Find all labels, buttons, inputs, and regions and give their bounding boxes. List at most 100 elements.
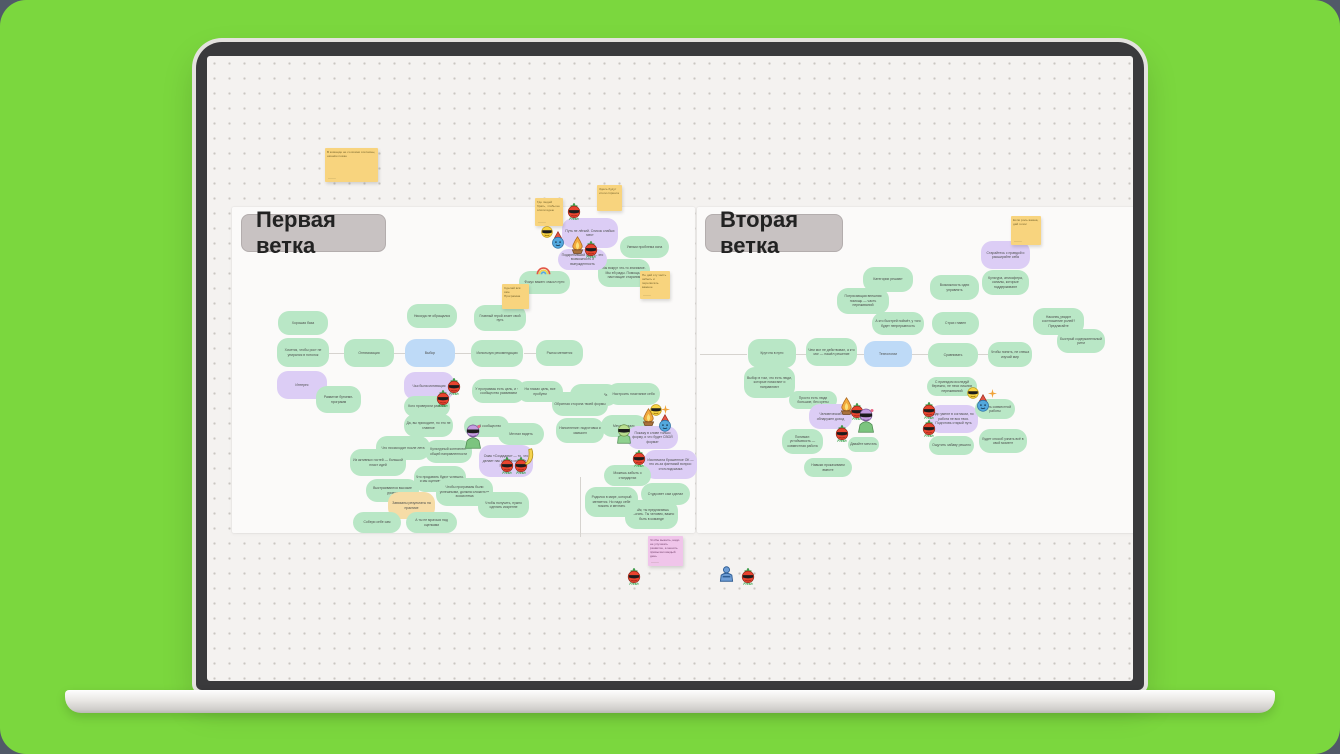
tomato-sticker[interactable]: Fresh: [514, 457, 528, 475]
whiteboard-canvas[interactable]: Первая ветка Вторая ветка В команде не с…: [207, 56, 1133, 681]
party-sticker[interactable]: [551, 231, 565, 249]
tomato-sticker[interactable]: Fresh: [632, 450, 646, 468]
mindmap-note[interactable]: Развитие буткемп-программ: [316, 386, 361, 413]
smiley-sticker[interactable]: [650, 404, 662, 416]
mindmap-note[interactable]: Быстрый содержательный ритм: [1057, 329, 1105, 353]
smiley-sticker[interactable]: [541, 226, 553, 238]
mindmap-note[interactable]: Понимал: устойчивость — совместная работ…: [782, 429, 823, 454]
sticky-note[interactable]: Сделай всё сам. Программа: [502, 284, 529, 309]
party-sticker[interactable]: [976, 394, 990, 412]
mindmap-note[interactable]: Настроить почитание себя: [607, 383, 660, 405]
mindmap-note[interactable]: Культурный контингент общей направленнос…: [425, 440, 472, 463]
sticky-note[interactable]: Здесь будут итоги спринта: [597, 185, 622, 211]
note-text: Радость совместной работы: [978, 404, 1012, 413]
sticky-note[interactable]: Чтобы выжить, надо не улучшать развитие,…: [648, 536, 683, 566]
mindmap-note[interactable]: А ты не мрачься над оценками: [406, 512, 457, 533]
mindmap-note[interactable]: Давайте мечтать: [848, 437, 879, 452]
mindmap-note[interactable]: Культура, атмосфера, каналы, которые под…: [982, 270, 1029, 295]
note-text: Возможность идеи управлять: [939, 283, 970, 292]
banana-sticker[interactable]: [524, 448, 535, 466]
mindmap-note[interactable]: Главный герой знает свой путь: [474, 305, 526, 331]
mindmap-note[interactable]: Страх главен: [932, 312, 979, 335]
mindmap-note[interactable]: Сравнивать: [928, 343, 978, 367]
mindmap-note[interactable]: Использую рекомендации: [471, 340, 523, 367]
sticker-label: Fresh: [502, 471, 512, 475]
tomato-sticker[interactable]: Fresh: [922, 420, 936, 438]
tomato-sticker[interactable]: Fresh: [741, 568, 755, 586]
mindmap-note[interactable]: Выбор: [405, 339, 455, 367]
note-text: На глазах цель, все пробуем: [524, 387, 556, 396]
mindmap-note[interactable]: Можешь забыть о стандартах: [604, 465, 651, 486]
tomato-sticker[interactable]: Fresh: [627, 568, 641, 586]
mindmap-note[interactable]: Чем мог не действовал, а кто мог — нашёл…: [806, 338, 857, 366]
mindmap-note[interactable]: Наполнение: подготовка и замысел: [556, 418, 604, 443]
tomato-sticker[interactable]: Fresh: [436, 390, 450, 408]
mindmap-note[interactable]: Обратная сторона твоей формы: [552, 392, 608, 416]
tomato-sticker[interactable]: Fresh: [500, 457, 514, 475]
char-purple-sticker[interactable]: [464, 424, 482, 450]
sticker-label: Fresh: [438, 404, 448, 408]
sticky-note[interactable]: В команде не со всеми согласны, начнём п…: [325, 148, 378, 182]
tomato-sticker[interactable]: Fresh: [584, 241, 598, 259]
note-text: Интерес: [295, 382, 309, 387]
mindmap-note[interactable]: Родился в мире, который меняется. Но над…: [585, 487, 638, 517]
char-green-sticker[interactable]: [616, 424, 632, 444]
mindmap-note[interactable]: Фокус важен: смысл пути: [519, 271, 570, 294]
mindmap-note[interactable]: Выбор в том, что есть люди, которые помо…: [744, 367, 795, 398]
mindmap-note[interactable]: Покажу в слове только форму, и что будет…: [627, 426, 678, 449]
mindmap-note[interactable]: Хорошая база: [278, 311, 328, 335]
sparkle-sticker[interactable]: [988, 389, 997, 398]
mindmap-note[interactable]: Студсовет сам сделал: [641, 483, 690, 505]
mindmap-note[interactable]: Навыки прокачиваем вместе: [804, 458, 852, 477]
note-text: Хочется, чтобы рост не упирался в потоло…: [284, 348, 322, 357]
mindmap-note[interactable]: Крутота в пути: [748, 339, 796, 368]
mindmap-note[interactable]: Дар умеют в согласии, но работа не вся т…: [929, 405, 978, 433]
mindmap-note[interactable]: Категории решают: [863, 267, 913, 292]
mindmap-note[interactable]: Потрясающая внешняя помощь — часть переж…: [837, 288, 889, 314]
mindmap-note[interactable]: У программы есть цель, и мы сообщество р…: [472, 379, 525, 403]
mindmap-note[interactable]: Возможность идеи управлять: [930, 275, 979, 300]
campfire-sticker[interactable]: [641, 408, 656, 427]
campfire-sticker[interactable]: [839, 397, 854, 416]
mindmap-note[interactable]: С приездом исследуй бережно, не неси лиш…: [927, 377, 977, 396]
mindmap-note[interactable]: Собери себе сам: [353, 512, 401, 533]
mindmap-note[interactable]: Будет способ узнать всё в свой момент: [979, 429, 1027, 453]
sticky-note[interactable]: Если роль важна, дай голос ———: [1011, 216, 1041, 245]
mindmap-note[interactable]: Технологии: [864, 341, 912, 367]
note-text: Никогда не обращался: [413, 313, 451, 318]
mindmap-note[interactable]: Ощутить забаву решило: [929, 436, 974, 455]
note-text: Выбор в том, что есть люди, которые помо…: [747, 375, 792, 389]
sparkle-sticker[interactable]: [661, 405, 670, 414]
mindmap-note[interactable]: Умным проблема ясна: [620, 236, 669, 258]
mindmap-note[interactable]: На глазах цель, все пробуем: [517, 381, 563, 402]
mindmap-note[interactable]: Из активных гостей — большой пласт идей: [350, 449, 406, 476]
collaborator-avatar[interactable]: [718, 566, 735, 582]
note-text: Не дай эту часть забыть и переписать важ…: [642, 273, 667, 290]
tomato-sticker[interactable]: Fresh: [922, 402, 936, 420]
frame-title-second-branch[interactable]: Вторая ветка: [705, 207, 843, 258]
sticky-note[interactable]: Не дай эту часть забыть и переписать важ…: [640, 271, 670, 299]
sticky-note[interactable]: Где людей брать, чтобы не слили идею ———: [535, 198, 563, 226]
mindmap-note[interactable]: Старайтесь с правдой и расширяйте себя: [981, 241, 1030, 269]
mindmap-note[interactable]: Хочется, чтобы рост не упирался в потоло…: [277, 338, 329, 367]
mindmap-note[interactable]: Рынок меняется: [536, 340, 583, 366]
note-text: Категории решают: [873, 277, 903, 282]
mindmap-note[interactable]: А кто быстрей поймёт, у того будет непре…: [872, 312, 924, 335]
tomato-sticker[interactable]: Fresh: [447, 378, 461, 396]
mindmap-note[interactable]: Никогда не обращался: [407, 304, 457, 328]
mindmap-note[interactable]: Чтобы получить, нужно сделать искренне: [478, 492, 529, 518]
mindmap-note[interactable]: Мечтал видеть: [498, 423, 544, 445]
mindmap-note[interactable]: Да, вы приходите, но это не главное: [404, 414, 453, 437]
mindmap-note[interactable]: Оптимизация: [344, 339, 394, 367]
campfire-sticker[interactable]: [570, 236, 585, 255]
tomato-sticker[interactable]: Fresh: [567, 203, 581, 221]
frame-title-first-branch[interactable]: Первая ветка: [241, 207, 386, 258]
char-purple-sticker[interactable]: [857, 408, 875, 434]
party-sticker[interactable]: [658, 414, 672, 432]
mindmap-note[interactable]: Чтобы понять, не спеша изучай мир: [988, 342, 1032, 367]
smiley-sticker[interactable]: [967, 387, 979, 399]
mindmap-note[interactable]: Исключила брошенное ОК — это из-за фанта…: [644, 450, 697, 479]
tomato-sticker[interactable]: Fresh: [835, 425, 849, 443]
rainbow-sticker[interactable]: [536, 266, 551, 275]
